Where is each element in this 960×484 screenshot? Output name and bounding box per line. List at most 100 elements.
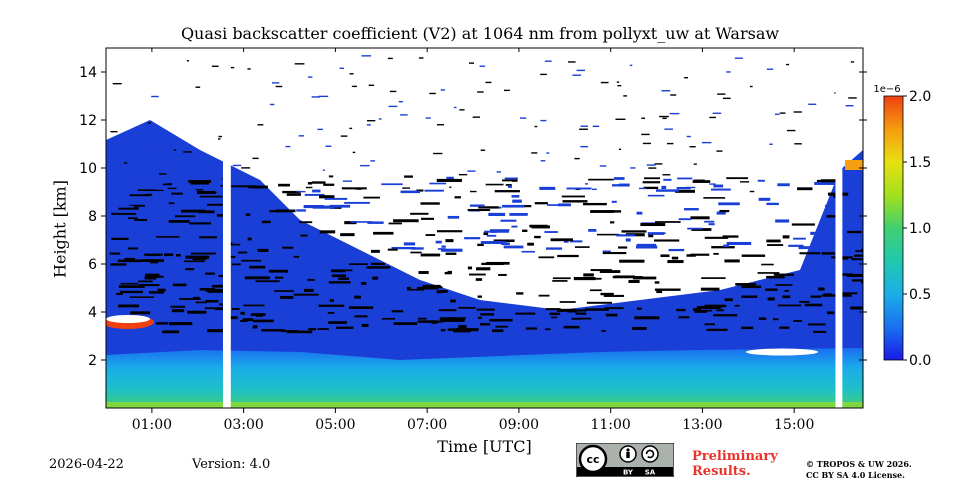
footer-date: 2026-04-22 [49,457,124,472]
noise-streak-high [580,145,589,148]
noise-streak-high [159,173,167,175]
noise-streak [601,329,606,332]
noise-streak [525,327,537,330]
noise-streak [330,269,346,273]
chart-title: Quasi backscatter coefficient (V2) at 10… [180,24,780,43]
noise-streak-high [623,95,627,97]
noise-streak [349,263,368,266]
noise-streak [446,176,454,180]
noise-streak [810,231,836,235]
noise-streak [193,296,200,299]
noise-streak-high [774,113,780,115]
noise-streak [190,181,210,185]
noise-streak [552,280,568,282]
noise-streak [767,297,775,301]
noise-streak [429,286,443,289]
noise-streak [648,234,654,238]
noise-streak-high [126,191,136,193]
noise-streak [153,203,164,206]
noise-streak-high [659,115,669,118]
noise-streak [276,243,301,247]
noise-streak [675,189,695,193]
colorbar-tick-label: 0.0 [909,353,931,369]
noise-streak [478,206,499,209]
noise-streak [181,209,206,213]
noise-streak [504,177,518,180]
noise-streak-high [269,103,275,106]
noise-streak [509,213,528,216]
noise-streak [635,245,658,249]
noise-streak [693,308,702,311]
noise-streak [128,185,139,187]
noise-streak [117,259,143,263]
noise-streak [612,184,620,187]
noise-streak-high [398,100,403,103]
noise-streak [282,245,294,249]
noise-streak [163,253,174,257]
noise-streak [713,184,724,188]
noise-streak-high [241,167,251,169]
noise-streak [149,218,156,222]
cc-license-badge: cc BY SA [576,443,674,477]
noise-streak [381,183,403,186]
noise-streak [569,240,583,243]
noise-streak [656,189,680,192]
noise-streak [489,229,510,232]
noise-streak [168,322,193,326]
noise-streak [243,304,265,307]
noise-streak [299,221,313,224]
noise-streak [476,308,495,311]
noise-streak [813,330,827,333]
noise-streak [821,252,836,255]
cloud-event-early-saturated [106,315,150,323]
noise-streak [772,318,779,321]
x-tick-label: 01:00 [132,417,172,433]
colorbar-tick-label: 1.0 [909,221,931,237]
noise-streak [556,309,574,312]
noise-streak [199,287,216,291]
noise-streak [561,195,585,198]
preliminary-line-2: Results. [692,464,751,479]
noise-streak [307,278,315,281]
noise-streak [741,285,762,289]
noise-streak [793,320,803,322]
noise-streak [716,211,726,215]
noise-streak-high [616,81,620,83]
noise-streak-high [766,68,774,70]
noise-streak [495,325,508,328]
noise-streak [505,184,512,186]
noise-streak [804,303,823,307]
noise-streak [231,263,241,266]
noise-streak [278,183,290,187]
noise-streak-high [459,109,465,111]
noise-streak [151,193,171,197]
noise-streak [406,286,411,290]
noise-streak [538,256,555,259]
noise-streak [684,208,699,211]
noise-streak-high [615,118,626,120]
noise-streak [370,249,380,253]
noise-streak [840,273,854,276]
noise-streak [676,186,691,190]
noise-streak [480,241,506,244]
noise-streak [502,179,513,182]
noise-streak [793,237,806,240]
noise-streak [851,258,863,261]
noise-streak [261,220,271,224]
noise-streak-high [311,96,320,98]
noise-streak [861,248,863,251]
noise-streak [512,179,518,182]
noise-streak [441,245,446,248]
colorbar-tick-label: 0.5 [909,287,931,303]
noise-streak [323,183,335,186]
cc-icon [578,444,608,474]
noise-streak [723,244,730,248]
cloud-event-late [746,348,818,356]
noise-streak [642,181,661,184]
noise-streak [483,232,489,236]
surface-layer [106,402,863,408]
noise-streak [407,288,425,291]
noise-streak [467,266,473,270]
copyright-line-1: © TROPOS & UW 2026. [806,459,912,469]
